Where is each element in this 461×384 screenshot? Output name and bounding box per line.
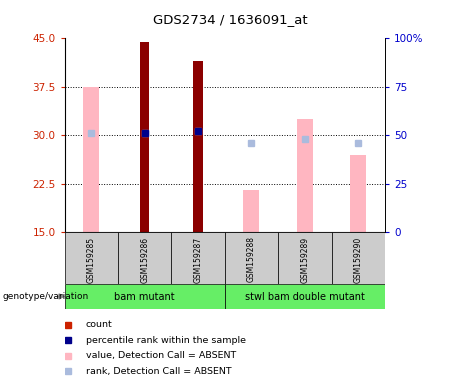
Text: genotype/variation: genotype/variation	[2, 292, 89, 301]
Bar	[171, 232, 225, 284]
Bar	[83, 87, 99, 232]
Bar	[118, 232, 171, 284]
Bar	[225, 284, 385, 309]
Text: stwl bam double mutant: stwl bam double mutant	[245, 291, 365, 302]
Text: count: count	[86, 321, 112, 329]
Bar	[331, 232, 385, 284]
Bar	[350, 155, 366, 232]
Text: GSM159289: GSM159289	[300, 237, 309, 283]
Bar	[225, 232, 278, 284]
Bar	[278, 232, 331, 284]
Text: percentile rank within the sample: percentile rank within the sample	[86, 336, 246, 345]
Text: GSM159290: GSM159290	[354, 237, 363, 283]
Text: bam mutant: bam mutant	[114, 291, 175, 302]
Text: GSM159286: GSM159286	[140, 237, 149, 283]
Text: GSM159287: GSM159287	[194, 237, 202, 283]
Text: value, Detection Call = ABSENT: value, Detection Call = ABSENT	[86, 351, 236, 360]
Text: rank, Detection Call = ABSENT: rank, Detection Call = ABSENT	[86, 367, 231, 376]
Bar	[140, 41, 149, 232]
Text: GSM159288: GSM159288	[247, 237, 256, 283]
Bar	[193, 61, 203, 232]
Text: GSM159285: GSM159285	[87, 237, 96, 283]
Text: GDS2734 / 1636091_at: GDS2734 / 1636091_at	[153, 13, 308, 26]
Bar	[65, 232, 118, 284]
Bar	[297, 119, 313, 232]
Bar	[65, 284, 225, 309]
Bar	[243, 190, 260, 232]
